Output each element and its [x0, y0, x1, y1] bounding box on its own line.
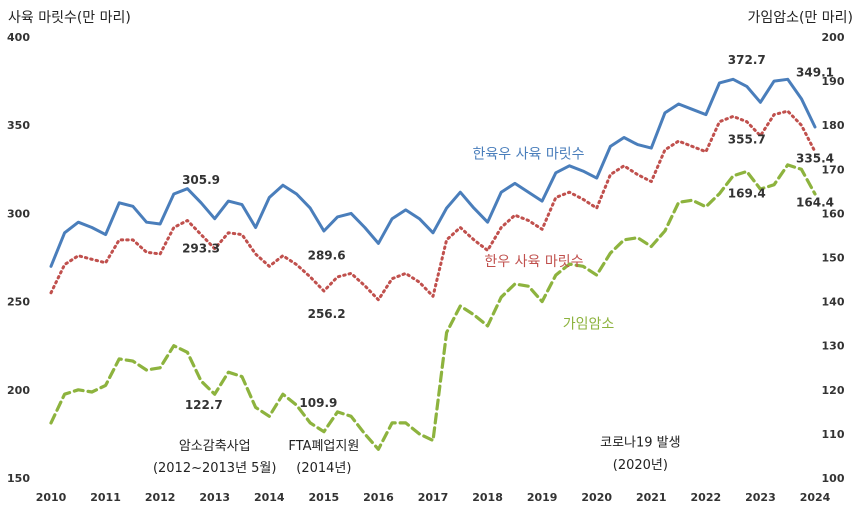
right-axis: 100 110 120 130 140 150 160 170 180 190 200 — [822, 31, 845, 485]
right-tick-label: 200 — [822, 31, 845, 44]
x-tick-label: 2017 — [418, 491, 449, 504]
annotation: (2014년) — [296, 461, 351, 476]
annotation: (2020년) — [613, 458, 668, 473]
annotation: FTA폐업지원 — [288, 439, 359, 454]
data-label: 355.7 — [728, 132, 766, 146]
x-tick-label: 2021 — [636, 491, 667, 504]
data-label: 349.1 — [796, 65, 834, 79]
left-tick-label: 350 — [7, 119, 30, 132]
data-label: 169.4 — [728, 187, 766, 201]
left-tick-label: 150 — [7, 472, 30, 485]
annotation: (2012~2013년 5월) — [153, 461, 277, 476]
x-tick-label: 2012 — [145, 491, 176, 504]
x-tick-label: 2016 — [363, 491, 394, 504]
series-label: 가임암소 — [563, 317, 615, 333]
x-tick-label: 2022 — [691, 491, 722, 504]
series-line-0 — [49, 77, 817, 268]
left-tick-label: 400 — [7, 31, 30, 44]
x-tick-label: 2014 — [254, 491, 285, 504]
x-tick-label: 2013 — [199, 491, 230, 504]
x-axis: 2010 2011 2012 2013 2014 2015 2016 2017 2018 2019… — [36, 491, 831, 504]
annotation: 암소감축사업 — [179, 439, 251, 454]
x-tick-label: 2011 — [90, 491, 121, 504]
left-axis-title: 사육 마릿수(만 마리) — [8, 10, 131, 26]
data-label: 305.9 — [182, 173, 220, 187]
annotations: 암소감축사업 (2012~2013년 5월) FTA폐업지원 (2014년) 코로나19… — [153, 435, 681, 476]
right-tick-label: 130 — [822, 340, 845, 353]
series-line-2 — [49, 163, 817, 451]
series-line-1 — [49, 109, 817, 302]
x-tick-label: 2024 — [800, 491, 831, 504]
right-tick-label: 110 — [822, 428, 845, 441]
data-label: 256.2 — [308, 307, 346, 321]
data-label: 289.6 — [308, 249, 346, 263]
x-tick-label: 2019 — [527, 491, 558, 504]
data-label: 335.4 — [796, 152, 834, 166]
x-tick-label: 2010 — [36, 491, 67, 504]
right-tick-label: 100 — [822, 472, 845, 485]
series-label: 한육우 사육 마릿수 — [473, 146, 585, 162]
x-tick-label: 2020 — [581, 491, 612, 504]
right-tick-label: 120 — [822, 384, 845, 397]
right-tick-label: 150 — [822, 252, 845, 265]
x-tick-label: 2015 — [309, 491, 340, 504]
x-tick-label: 2023 — [745, 491, 776, 504]
left-axis: 150 200 250 300 350 400 — [7, 31, 30, 485]
left-tick-label: 250 — [7, 296, 30, 309]
data-label: 372.7 — [728, 53, 766, 67]
x-tick-label: 2018 — [472, 491, 503, 504]
right-tick-label: 160 — [822, 207, 845, 220]
data-label: 164.4 — [796, 195, 834, 209]
right-tick-label: 140 — [822, 296, 845, 309]
right-tick-label: 170 — [822, 163, 845, 176]
right-axis-title: 가임암소(만 마리) — [747, 10, 853, 26]
left-tick-label: 200 — [7, 384, 30, 397]
data-labels: 305.9 293.3 289.6 256.2 122.7 109.9 372.7 355.7… — [182, 53, 834, 412]
right-tick-label: 190 — [822, 75, 845, 88]
series-label: 한우 사육 마릿수 — [484, 254, 583, 270]
data-label: 109.9 — [299, 396, 337, 410]
right-tick-label: 180 — [822, 119, 845, 132]
data-label: 293.3 — [182, 242, 220, 256]
annotation: 코로나19 발생 — [600, 435, 680, 450]
series-lines — [49, 77, 817, 451]
data-label: 122.7 — [185, 398, 223, 412]
left-tick-label: 300 — [7, 207, 30, 220]
